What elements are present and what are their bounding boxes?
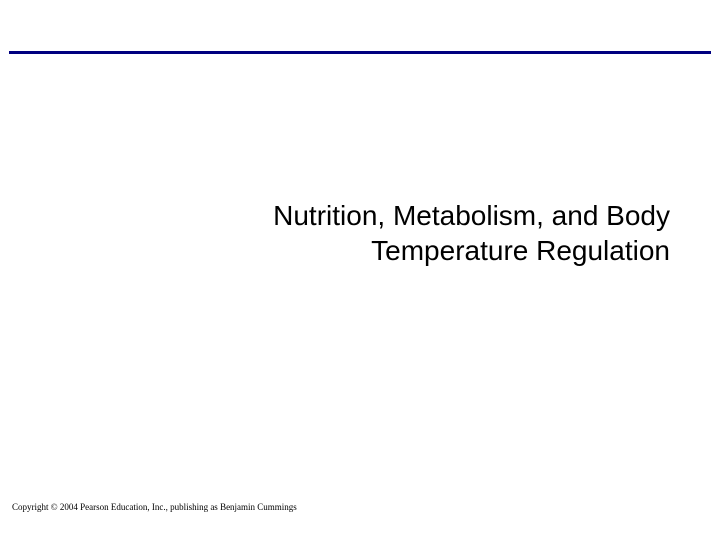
title-line-1: Nutrition, Metabolism, and Body	[200, 198, 670, 233]
header-rule	[9, 51, 711, 54]
copyright-notice: Copyright © 2004 Pearson Education, Inc.…	[12, 502, 297, 512]
title-line-2: Temperature Regulation	[200, 233, 670, 268]
slide-title: Nutrition, Metabolism, and Body Temperat…	[200, 198, 670, 268]
